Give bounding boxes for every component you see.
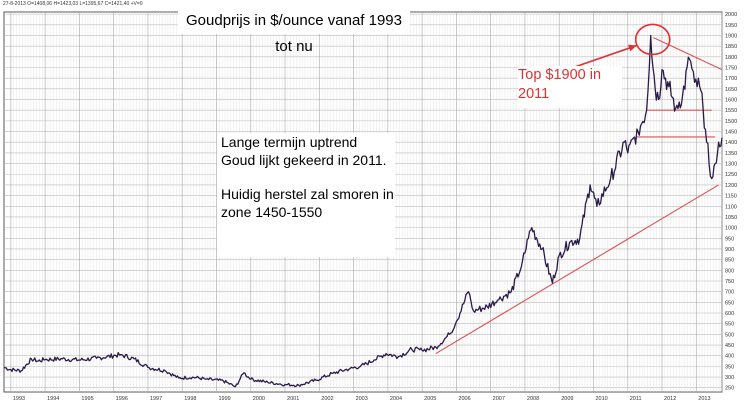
x-tick-label: 1999	[218, 396, 230, 402]
x-tick-label: 1998	[184, 396, 196, 402]
x-tick-label: 1996	[116, 396, 128, 402]
x-tick-label: 2002	[321, 396, 333, 402]
top-arrow	[565, 44, 637, 71]
x-tick-label: 1995	[81, 396, 93, 402]
y-tick-label: 950	[725, 236, 734, 242]
y-tick-label: 1650	[725, 87, 737, 93]
price-series-line	[3, 34, 723, 388]
top-circle	[634, 23, 671, 56]
x-tick-label: 2008	[527, 396, 539, 402]
y-tick-label: 550	[725, 322, 734, 328]
y-tick-label: 1500	[725, 119, 737, 125]
x-tick-label: 1993	[13, 396, 25, 402]
series-layer	[3, 34, 723, 388]
y-tick-label: 1750	[725, 66, 737, 72]
ohlc-header: 27-8-2013 O=1408,06 H=1423,03 L=1395,67 …	[3, 1, 143, 7]
y-tick-labels: 250 300 350 400 450 500 550 600 650 700 750 800 850 9…	[725, 12, 737, 392]
reference-line	[653, 37, 723, 71]
y-tick-label: 1450	[725, 130, 737, 136]
y-tick-label: 1900	[725, 33, 737, 39]
y-tick-label: 500	[725, 332, 734, 338]
y-tick-label: 1050	[725, 215, 737, 221]
x-tick-label: 2001	[287, 396, 299, 402]
trend-annotation-line-1: Lange termijn uptrend Goud lijkt gekeerd…	[221, 134, 387, 168]
trend-lines	[435, 37, 723, 355]
x-tick-label: 2010	[595, 396, 607, 402]
y-tick-label: 1800	[725, 55, 737, 61]
x-tick-label: 1994	[47, 396, 59, 402]
y-tick-label: 1100	[725, 204, 737, 210]
y-tick-label: 850	[725, 258, 734, 264]
y-tick-label: 800	[725, 268, 734, 274]
y-tick-label: 1850	[725, 44, 737, 50]
y-tick-label: 250	[725, 386, 734, 392]
y-tick-label: 700	[725, 290, 734, 296]
y-tick-label: 450	[725, 343, 734, 349]
x-tick-label: 2009	[561, 396, 573, 402]
trend-annotation-box: Lange termijn uptrend Goud lijkt gekeerd…	[217, 133, 395, 257]
x-tick-label: 2012	[664, 396, 676, 402]
y-tick-label: 1350	[725, 151, 737, 157]
y-tick-label: 1600	[725, 98, 737, 104]
y-tick-label: 300	[725, 375, 734, 381]
y-tick-label: 1000	[725, 226, 737, 232]
y-tick-label: 750	[725, 279, 734, 285]
reference-line	[435, 184, 719, 355]
y-tick-label: 1300	[725, 162, 737, 168]
y-tick-label: 2000	[725, 12, 737, 18]
x-tick-labels: 1993 1994 1995 1996 1997 1998 1999 2000 2001 2002…	[13, 396, 711, 402]
y-tick-label: 400	[725, 354, 734, 360]
y-tick-label: 1400	[725, 140, 737, 146]
x-tick-label: 2011	[630, 396, 642, 402]
x-tick-label: 2006	[458, 396, 470, 402]
y-tick-label: 1250	[725, 172, 737, 178]
x-tick-label: 2005	[424, 396, 436, 402]
chart-title: Goudprijs in $/ounce vanaf 1993 tot nu	[186, 12, 402, 55]
top-annotation: Top $1900 in 2011	[518, 66, 622, 108]
x-tick-label: 1997	[150, 396, 162, 402]
y-tick-label: 600	[725, 311, 734, 317]
y-tick-label: 650	[725, 300, 734, 306]
x-tick-label: 2013	[698, 396, 710, 402]
y-tick-label: 1950	[725, 23, 737, 29]
trend-annotation-line-2: Huidig herstel zal smoren in zone 1450-1…	[221, 186, 394, 220]
y-tick-label: 350	[725, 364, 734, 370]
y-tick-label: 1150	[725, 194, 737, 200]
x-tick-label: 2004	[390, 396, 402, 402]
top-arrowhead	[628, 44, 637, 52]
x-tick-label: 2000	[253, 396, 265, 402]
y-tick-label: 1700	[725, 76, 737, 82]
y-tick-label: 1200	[725, 183, 737, 189]
x-tick-label: 2007	[493, 396, 505, 402]
y-tick-label: 900	[725, 247, 734, 253]
x-tick-label: 2003	[356, 396, 368, 402]
y-tick-label: 1550	[725, 108, 737, 114]
title-box: Goudprijs in $/ounce vanaf 1993 tot nu	[178, 8, 410, 55]
